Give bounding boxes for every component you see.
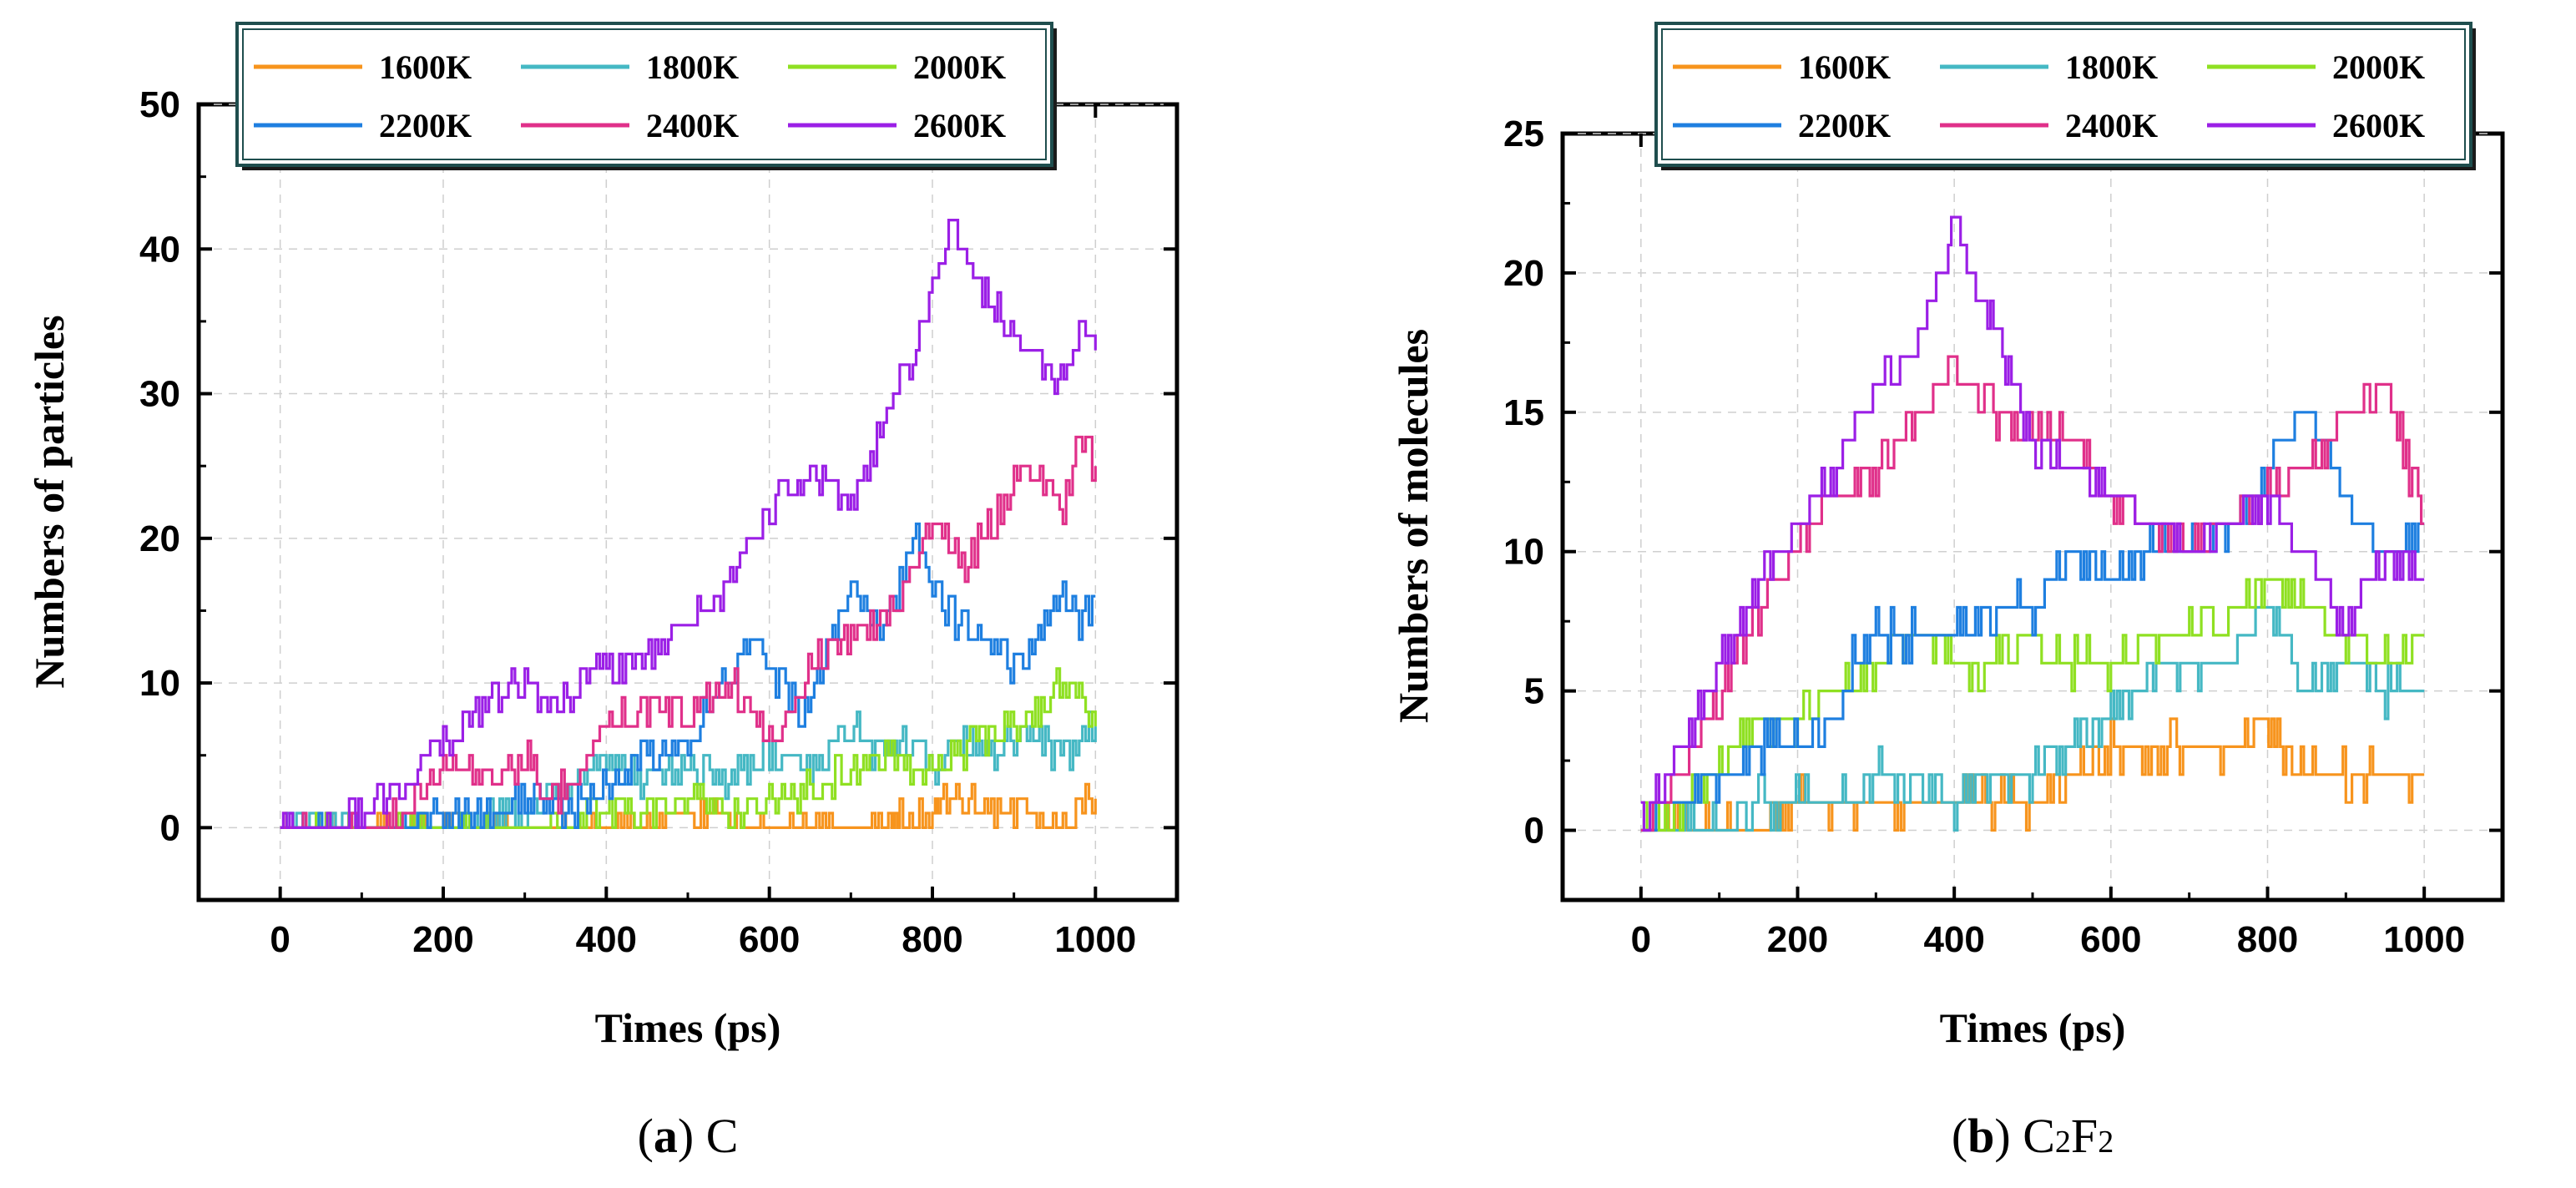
panel-b-y-axis-label: Numbers of molecules: [1390, 329, 1437, 723]
panel-a-x-tick-label: 600: [739, 919, 800, 960]
caption-b-label-mid: F: [2071, 1109, 2098, 1163]
panel-b-chart: 0 200 400 600 800 1000 0 5 10 15 20 25 Times (ps) N…: [1390, 22, 2505, 1051]
panel-b-series-1800K: [1640, 605, 2425, 832]
panel-a-legend-box: [235, 22, 1053, 167]
caption-b-paren-close: ): [1994, 1109, 2023, 1163]
panel-a-y-tick-label: 0: [160, 807, 180, 848]
panel-b-legend-box: [1654, 22, 2472, 167]
panel-a-series-2400K: [280, 435, 1097, 829]
panel-b-x-tick-label: 800: [2237, 919, 2298, 960]
caption-a-paren-close: ): [678, 1109, 706, 1163]
panel-b-x-tick-label: 200: [1767, 919, 1828, 960]
panel-b-series-2000K: [1640, 578, 2425, 832]
panel-a-x-tick-label: 1000: [1054, 919, 1136, 960]
panel-b-legend-label-2000K: 2000K: [2332, 48, 2425, 86]
panel-b-x-axis-label: Times (ps): [1940, 1004, 2126, 1051]
panel-b-x-tick-label: 0: [1631, 919, 1651, 960]
panel-a-x-tick-label: 200: [412, 919, 473, 960]
panel-b-legend-label-1600K: 1600K: [1798, 48, 1891, 86]
panel-a-y-axis-label: Numbers of particles: [26, 315, 73, 688]
panel-a-x-tick-label: 0: [270, 919, 290, 960]
panel-b-y-tick-label: 5: [1524, 671, 1544, 712]
panel-a-legend-label-1800K: 1800K: [646, 48, 739, 86]
panel-a-x-tick-label: 800: [902, 919, 962, 960]
panel-b-y-tick-label: 25: [1503, 114, 1544, 154]
panel-a-series-2600K: [280, 219, 1097, 829]
panel-a-x-axis-label: Times (ps): [595, 1004, 781, 1051]
panel-a-legend-label-2200K: 2200K: [379, 107, 472, 144]
panel-b-x-tick-label: 1000: [2383, 919, 2465, 960]
panel-b-series-2600K: [1640, 215, 2425, 832]
panel-a-y-tick-label: 50: [139, 84, 180, 125]
panel-a-y-tick-label: 20: [139, 518, 180, 559]
panel-b-y-tick-label: 0: [1524, 811, 1544, 852]
panel-a-x-tick-label: 400: [576, 919, 637, 960]
caption-b-paren-open: (: [1952, 1109, 1967, 1163]
panel-a-y-tick-label: 30: [139, 374, 180, 415]
caption-a-paren-open: (: [638, 1109, 654, 1163]
panel-b-y-tick-label: 15: [1503, 392, 1544, 433]
panel-b-y-tick-label: 20: [1503, 253, 1544, 294]
panel-a-legend-label-1600K: 1600K: [379, 48, 472, 86]
panel-b-x-tick-label: 600: [2080, 919, 2141, 960]
panel-b-legend-label-2400K: 2400K: [2065, 107, 2158, 144]
panel-a-y-tick-label: 10: [139, 663, 180, 704]
panel-a-legend-label-2600K: 2600K: [913, 107, 1006, 144]
panel-a-legend-label-2400K: 2400K: [646, 107, 739, 144]
panel-a-legend-label-2000K: 2000K: [913, 48, 1006, 86]
caption-a-letter: a: [654, 1109, 678, 1163]
panel-a-legend-inner-frame: [242, 28, 1047, 160]
caption-b-sub1: 2: [2055, 1125, 2071, 1160]
caption-a-label: C: [706, 1109, 739, 1163]
panel-a-y-tick-label: 40: [139, 229, 180, 270]
caption-b: (b) C2F2: [1952, 1109, 2114, 1163]
panel-a-series-2000K: [280, 667, 1097, 829]
panel-b-legend-label-2200K: 2200K: [1798, 107, 1891, 144]
caption-a: (a) C: [638, 1109, 739, 1163]
panel-b-y-tick-label: 10: [1503, 532, 1544, 573]
panel-b-legend-label-2600K: 2600K: [2332, 107, 2425, 144]
caption-b-sub2: 2: [2098, 1125, 2114, 1160]
panel-b-x-tick-label: 400: [1923, 919, 1984, 960]
panel-b-legend-inner-frame: [1661, 28, 2466, 160]
panel-b-series-2200K: [1640, 411, 2425, 832]
caption-b-letter: b: [1967, 1109, 1994, 1163]
panel-b-legend-label-1800K: 1800K: [2065, 48, 2158, 86]
panel-a-plot-frame: [196, 102, 1179, 902]
caption-b-label-main: C: [2023, 1109, 2055, 1163]
